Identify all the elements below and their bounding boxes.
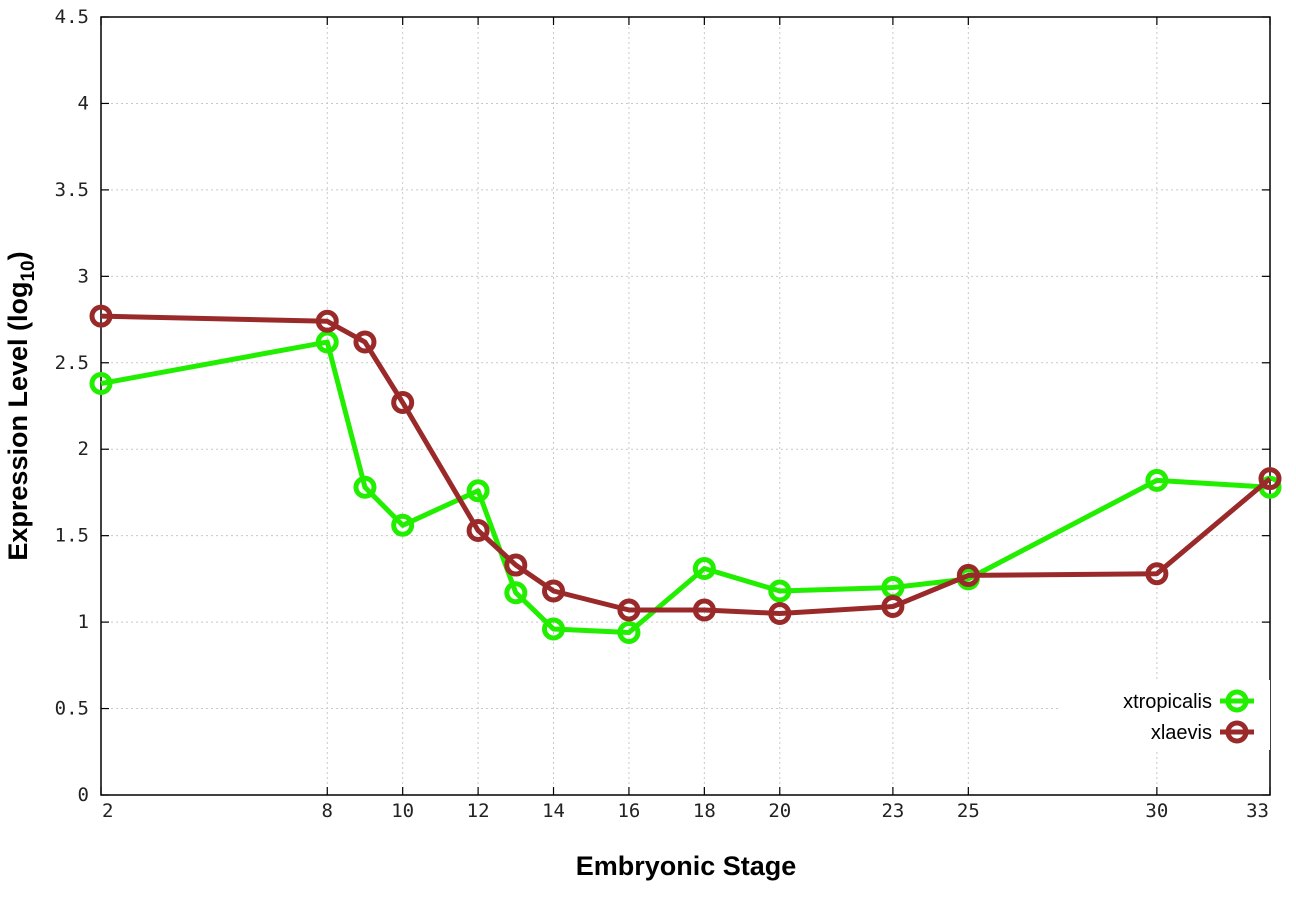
data-point-xtropicalis <box>315 330 339 354</box>
data-point-xlaevis <box>768 601 792 625</box>
x-tick-label: 12 <box>467 800 490 822</box>
legend-marker-xlaevis <box>1225 720 1249 744</box>
axis-ticks <box>100 16 1271 796</box>
x-tick-label: 20 <box>768 800 791 822</box>
data-point-xlaevis <box>315 309 339 333</box>
x-tick-label: 16 <box>617 800 640 822</box>
data-point-xtropicalis <box>466 479 490 503</box>
y-tick-label: 4 <box>78 92 89 114</box>
data-point-xtropicalis <box>692 557 716 581</box>
y-tick-label: 1.5 <box>55 525 89 547</box>
data-point-xlaevis <box>1145 562 1169 586</box>
data-point-xlaevis <box>692 598 716 622</box>
x-tick-label: 2 <box>102 800 113 822</box>
x-tick-label: 8 <box>322 800 333 822</box>
data-point-xlaevis <box>504 553 528 577</box>
data-point-xtropicalis <box>89 372 113 396</box>
data-point-xtropicalis <box>1145 468 1169 492</box>
y-tick-label: 1 <box>78 611 89 633</box>
x-tick-label: 23 <box>881 800 904 822</box>
data-point-xlaevis <box>466 518 490 542</box>
legend-label-xtropicalis: xtropicalis <box>1123 691 1212 713</box>
y-tick-label: 4.5 <box>55 6 89 28</box>
y-tick-label: 2.5 <box>55 352 89 374</box>
data-point-xtropicalis <box>391 513 415 537</box>
y-tick-label: 0 <box>78 784 89 806</box>
legend: xtropicalis xlaevis <box>1060 680 1270 750</box>
y-axis-title: Expression Level (log10) <box>3 251 39 560</box>
data-point-xlaevis <box>353 330 377 354</box>
data-point-xlaevis <box>542 579 566 603</box>
y-tick-labels: 0 0.5 1 1.5 2 2.5 3 3.5 4 4.5 <box>55 6 89 806</box>
y-tick-label: 2 <box>78 438 89 460</box>
x-tick-label: 18 <box>693 800 716 822</box>
data-point-xtropicalis <box>353 475 377 499</box>
x-tick-label: 14 <box>542 800 565 822</box>
series-line-xlaevis <box>100 313 1272 616</box>
y-axis-title-close: ) <box>3 251 33 260</box>
data-point-xtropicalis <box>617 620 641 644</box>
data-point-xlaevis <box>617 598 641 622</box>
y-tick-label: 0.5 <box>55 698 89 720</box>
data-point-xlaevis <box>956 563 980 587</box>
x-axis-title: Embryonic Stage <box>576 851 797 881</box>
data-point-xtropicalis <box>504 581 528 605</box>
data-point-xlaevis <box>1258 467 1282 491</box>
data-point-xlaevis <box>391 391 415 415</box>
data-point-xlaevis <box>89 304 113 328</box>
x-tick-label: 33 <box>1246 800 1269 822</box>
series-layer <box>89 304 1282 644</box>
x-tick-label: 30 <box>1145 800 1168 822</box>
data-point-xtropicalis <box>768 579 792 603</box>
plot-frame <box>100 16 1271 796</box>
y-axis-title-subscript: 10 <box>18 260 39 281</box>
data-point-xtropicalis <box>542 617 566 641</box>
x-tick-labels: 2 8 10 12 14 16 18 20 23 25 30 33 <box>102 800 1269 822</box>
y-axis-title-main: Expression Level (log <box>3 282 33 561</box>
y-tick-label: 3.5 <box>55 179 89 201</box>
legend-marker-xtropicalis <box>1225 689 1249 713</box>
data-point-xlaevis <box>881 595 905 619</box>
x-tick-label: 10 <box>391 800 414 822</box>
y-tick-label: 3 <box>78 265 89 287</box>
x-tick-label: 25 <box>957 800 980 822</box>
legend-label-xlaevis: xlaevis <box>1151 722 1212 744</box>
